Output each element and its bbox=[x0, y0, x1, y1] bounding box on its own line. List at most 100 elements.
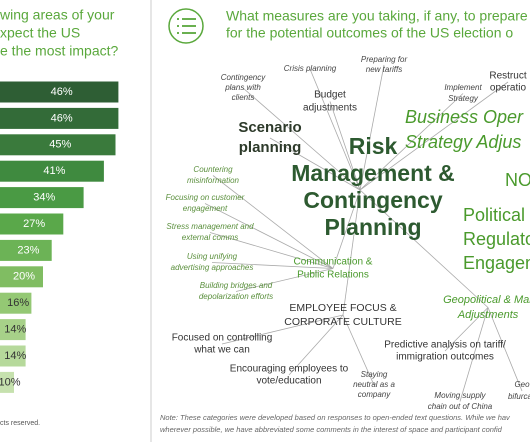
diagram-title: for the potential outcomes of the US ele… bbox=[226, 25, 513, 41]
value-label: 20% bbox=[13, 271, 35, 283]
connector bbox=[342, 314, 375, 386]
node-label: Engagem bbox=[463, 253, 530, 273]
node-label: Risk bbox=[349, 133, 398, 159]
bar bbox=[0, 239, 52, 261]
node-label: external comms bbox=[182, 233, 238, 242]
note: wherever possible, we have abbreviated s… bbox=[160, 425, 503, 434]
connector bbox=[359, 93, 464, 191]
node-label: Business Oper bbox=[405, 107, 524, 127]
bar bbox=[0, 160, 104, 182]
connector bbox=[235, 268, 334, 292]
node-label: Implement bbox=[444, 83, 482, 92]
bar bbox=[0, 134, 116, 156]
node-label: Communication & bbox=[294, 257, 373, 268]
node-label: Moving supply bbox=[434, 391, 486, 400]
node-label: advertising approaches bbox=[171, 263, 254, 272]
value-label: 27% bbox=[23, 218, 45, 230]
connector bbox=[487, 307, 523, 392]
node-label: misinformation bbox=[187, 176, 240, 185]
node-label: Strategy bbox=[448, 94, 479, 103]
connector bbox=[212, 175, 334, 269]
connector bbox=[444, 307, 489, 352]
connector bbox=[342, 189, 361, 316]
node-label: adjustments bbox=[303, 103, 357, 114]
connector bbox=[288, 314, 344, 376]
node-label: Predictive analysis on tariff/ bbox=[384, 340, 506, 351]
node-label: depolarization efforts bbox=[199, 292, 273, 301]
value-label: 23% bbox=[17, 244, 39, 256]
bar bbox=[0, 345, 26, 367]
chart-title: wing areas of your bbox=[0, 7, 115, 23]
node-label: Staying bbox=[361, 370, 388, 379]
node-label: chain out of China bbox=[428, 402, 493, 411]
connector bbox=[329, 101, 361, 191]
bar bbox=[0, 292, 32, 314]
node-label: immigration outcomes bbox=[396, 352, 494, 363]
node-label: NO bbox=[505, 170, 530, 190]
value-label: 46% bbox=[51, 112, 73, 124]
value-label: 41% bbox=[43, 165, 65, 177]
bar bbox=[0, 266, 43, 288]
bar bbox=[0, 187, 84, 209]
node-label: engagement bbox=[183, 204, 228, 213]
node-label: Contingency bbox=[221, 73, 266, 82]
node-label: bifurcati bbox=[508, 392, 530, 401]
node-label: Geopolitical & Mar bbox=[443, 294, 530, 306]
node-label: vote/education bbox=[256, 376, 321, 387]
connector bbox=[204, 203, 334, 269]
node-label: what we can bbox=[193, 345, 250, 356]
value-label: 34% bbox=[33, 192, 55, 204]
node-label: Adjustments bbox=[457, 309, 519, 321]
connector bbox=[332, 189, 361, 269]
node-label: Budget bbox=[314, 90, 346, 101]
chart-title: xpect the US bbox=[0, 25, 80, 41]
node-label: Public Relations bbox=[297, 270, 369, 281]
connector bbox=[459, 307, 489, 402]
node-label: Crisis planning bbox=[284, 64, 337, 73]
connector bbox=[209, 232, 334, 269]
node-label: new tariffs bbox=[366, 65, 402, 74]
node-label: Focusing on customer bbox=[166, 193, 245, 202]
diagram-title: What measures are you taking, if any, to… bbox=[226, 8, 528, 24]
node-label: Scenario bbox=[238, 119, 301, 136]
node-label: Focused on controlling bbox=[172, 333, 273, 344]
value-label: 45% bbox=[49, 139, 71, 151]
node-label: Planning bbox=[324, 214, 421, 240]
node-label: clients bbox=[232, 93, 255, 102]
node-label: Political bbox=[463, 205, 525, 225]
connector bbox=[359, 64, 385, 191]
bar bbox=[0, 371, 14, 393]
node-label: Regulato bbox=[463, 229, 530, 249]
node-label: Encouraging employees to bbox=[230, 364, 349, 375]
node-label: Strategy Adjus bbox=[405, 132, 521, 152]
bar bbox=[0, 213, 64, 235]
list-icon bbox=[168, 8, 204, 44]
bar bbox=[0, 81, 119, 103]
value-label: 46% bbox=[51, 86, 73, 98]
value-label: 14% bbox=[4, 324, 26, 336]
note: Note: These categories were developed ba… bbox=[160, 413, 511, 422]
node-label: Geo bbox=[514, 380, 530, 389]
node-label: operatio bbox=[490, 83, 527, 94]
node-label: Building bridges and bbox=[200, 281, 273, 290]
node-label: Stress management and bbox=[166, 222, 254, 231]
value-label: 16% bbox=[7, 297, 29, 309]
chart-title: e the most impact? bbox=[0, 43, 118, 59]
connector bbox=[359, 81, 509, 191]
node-label: plans with bbox=[224, 83, 261, 92]
node-label: Preparing for bbox=[361, 55, 408, 64]
connector bbox=[242, 87, 361, 191]
node-label: company bbox=[358, 390, 391, 399]
node-label: CORPORATE CULTURE bbox=[284, 316, 401, 328]
connector bbox=[269, 137, 361, 191]
node-label: Countering bbox=[193, 165, 233, 174]
footer: cts reserved. bbox=[0, 420, 40, 427]
node-label: Restruct bbox=[489, 71, 526, 82]
bar bbox=[0, 319, 26, 341]
connector bbox=[309, 68, 361, 191]
value-label: 14% bbox=[4, 350, 26, 362]
bar bbox=[0, 107, 119, 129]
connector bbox=[359, 189, 489, 308]
node-label: EMPLOYEE FOCUS & bbox=[289, 302, 396, 314]
